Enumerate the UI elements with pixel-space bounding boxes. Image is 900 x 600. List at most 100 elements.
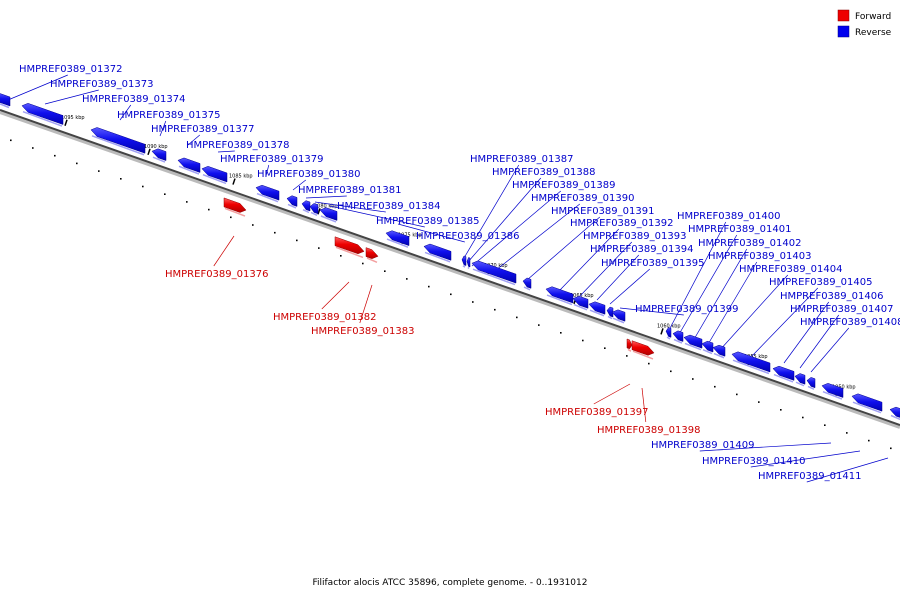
gene-label-hmpref0389_01394[interactable]: HMPREF0389_01394 (590, 244, 693, 255)
gene-label-hmpref0389_01376[interactable]: HMPREF0389_01376 (165, 269, 268, 280)
gene-hmpref0389_01409-shadow (852, 401, 882, 414)
gene-hmpref0389_01389-shadow (467, 266, 470, 270)
gene-label-hmpref0389_01410[interactable]: HMPREF0389_01410 (702, 456, 805, 467)
gene-label-hmpref0389_01408[interactable]: HMPREF0389_01408 (800, 317, 900, 328)
gene-hmpref0389_01404 (712, 344, 726, 359)
gene-label-hmpref0389_01395[interactable]: HMPREF0389_01395 (601, 258, 704, 269)
gene-hmpref0389_01410-shadow (890, 414, 900, 421)
gene-hmpref0389_01400-shape (665, 327, 672, 338)
scale-tick (660, 328, 664, 335)
gene-label-hmpref0389_01402[interactable]: HMPREF0389_01402 (698, 238, 801, 249)
gene-hmpref0389_01392-shadow (546, 294, 573, 306)
gene-label-hmpref0389_01409[interactable]: HMPREF0389_01409 (651, 440, 754, 451)
gene-hmpref0389_01404-shadow (713, 352, 725, 359)
gene-label-hmpref0389_01399[interactable]: HMPREF0389_01399 (635, 304, 738, 315)
position-dot (318, 247, 320, 249)
gene-label-hmpref0389_01379[interactable]: HMPREF0389_01379 (220, 154, 323, 165)
gene-label-hmpref0389_01406[interactable]: HMPREF0389_01406 (780, 291, 883, 302)
gene-label-hmpref0389_01380[interactable]: HMPREF0389_01380 (257, 169, 360, 180)
gene-label-hmpref0389_01397[interactable]: HMPREF0389_01397 (545, 407, 648, 418)
gene-hmpref0389_01383-shadow (366, 257, 378, 263)
gene-hmpref0389_01381 (301, 200, 311, 214)
position-dot (208, 208, 210, 211)
position-dot (604, 347, 606, 349)
gene-hmpref0389_01408 (806, 377, 816, 390)
gene-hmpref0389_01403 (701, 340, 714, 355)
gene-hmpref0389_01373 (21, 103, 64, 127)
gene-label-hmpref0389_01378[interactable]: HMPREF0389_01378 (186, 140, 289, 151)
leader-line (7, 74, 68, 101)
gene-label-hmpref0389_01405[interactable]: HMPREF0389_01405 (769, 277, 872, 288)
gene-label-hmpref0389_01382[interactable]: HMPREF0389_01382 (273, 312, 376, 323)
gene-label-hmpref0389_01381[interactable]: HMPREF0389_01381 (298, 185, 401, 196)
gene-hmpref0389_01373-shape (21, 103, 64, 125)
gene-label-hmpref0389_01400[interactable]: HMPREF0389_01400 (677, 211, 780, 222)
gene-label-hmpref0389_01404[interactable]: HMPREF0389_01404 (739, 264, 842, 275)
gene-label-hmpref0389_01383[interactable]: HMPREF0389_01383 (311, 326, 414, 337)
gene-hmpref0389_01388-shape (461, 255, 467, 266)
gene-label-hmpref0389_01403[interactable]: HMPREF0389_01403 (708, 251, 811, 262)
gene-hmpref0389_01378-shadow (202, 173, 227, 185)
gene-label-hmpref0389_01389[interactable]: HMPREF0389_01389 (512, 180, 615, 191)
gene-hmpref0389_01378-shape (201, 166, 228, 183)
position-dot (626, 355, 628, 357)
gene-hmpref0389_01381-shadow (302, 209, 310, 214)
position-dot (274, 231, 276, 234)
gene-label-hmpref0389_01392[interactable]: HMPREF0389_01392 (570, 218, 673, 229)
gene-label-hmpref0389_01373[interactable]: HMPREF0389_01373 (50, 79, 153, 90)
gene-hmpref0389_01391-shadow (523, 286, 531, 291)
gene-hmpref0389_01404-shape (712, 344, 726, 357)
leader-line (799, 314, 840, 369)
gene-hmpref0389_01379 (255, 184, 280, 203)
gene-label-hmpref0389_01393[interactable]: HMPREF0389_01393 (583, 231, 686, 242)
leader-line (579, 241, 633, 297)
position-dot (406, 278, 408, 280)
gene-hmpref0389_01379-shape (255, 184, 280, 201)
leader-line (495, 203, 581, 271)
leader-line (750, 450, 861, 468)
gene-label-hmpref0389_01390[interactable]: HMPREF0389_01390 (531, 193, 634, 204)
gene-hmpref0389_01378 (201, 166, 228, 185)
gene-label-hmpref0389_01398[interactable]: HMPREF0389_01398 (597, 425, 700, 436)
gene-hmpref0389_01399-shadow (612, 317, 625, 324)
leader-line (806, 457, 889, 483)
gene-hmpref0389_01409 (851, 393, 883, 414)
position-dot (340, 255, 342, 257)
scale-tick-label: 1080 kbp (314, 203, 338, 209)
gene-label-hmpref0389_01372[interactable]: HMPREF0389_01372 (19, 64, 122, 75)
gene-hmpref0389_01376-shadow (822, 391, 843, 400)
gene-label-hmpref0389_01375[interactable]: HMPREF0389_01375 (117, 110, 220, 121)
position-dot (560, 332, 562, 334)
gene-label-hmpref0389_01377[interactable]: HMPREF0389_01377 (151, 124, 254, 135)
leader-line (321, 281, 350, 310)
leader-line (609, 268, 651, 305)
gene-hmpref0389_01401 (672, 330, 684, 344)
gene-label-hmpref0389_01374[interactable]: HMPREF0389_01374 (82, 94, 185, 105)
leader-line (217, 150, 235, 153)
gene-label-hmpref0389_01407[interactable]: HMPREF0389_01407 (790, 304, 893, 315)
gene-label-hmpref0389_01385[interactable]: HMPREF0389_01385 (376, 216, 479, 227)
gene-hmpref0389_01383-shape (365, 247, 379, 259)
gene-hmpref0389_01405-shadow (732, 359, 770, 375)
gene-label-hmpref0389_01388[interactable]: HMPREF0389_01388 (492, 167, 595, 178)
gene-label-hmpref0389_01384[interactable]: HMPREF0389_01384 (337, 201, 440, 212)
leader-line (359, 284, 373, 324)
gene-hmpref0389_01382-shadow (335, 246, 364, 259)
gene-label-hmpref0389_01386[interactable]: HMPREF0389_01386 (416, 231, 519, 242)
gene-hmpref0389_01399 (611, 309, 626, 324)
gene-hmpref0389_01376 (821, 383, 844, 400)
gene-hmpref0389_01374-shadow (91, 135, 145, 156)
gene-label-hmpref0389_01411[interactable]: HMPREF0389_01411 (758, 471, 861, 482)
gene-hmpref0389_01382 (334, 236, 365, 259)
leader-line (699, 442, 832, 452)
gene-label-hmpref0389_01387[interactable]: HMPREF0389_01387 (470, 154, 573, 165)
map-caption: Filifactor alocis ATCC 35896, complete g… (312, 578, 588, 588)
gene-hmpref0389_01388 (461, 255, 467, 268)
gene-label-hmpref0389_01391[interactable]: HMPREF0389_01391 (551, 206, 654, 217)
gene-hmpref0389_01387-shape (423, 243, 452, 261)
gene-hmpref0389_01389 (466, 257, 471, 270)
gene-hmpref0389_01377-shape (177, 157, 201, 173)
gene-label-hmpref0389_01401[interactable]: HMPREF0389_01401 (688, 224, 791, 235)
gene-hmpref0389_01408-shadow (807, 385, 815, 390)
leader-line (119, 104, 132, 121)
